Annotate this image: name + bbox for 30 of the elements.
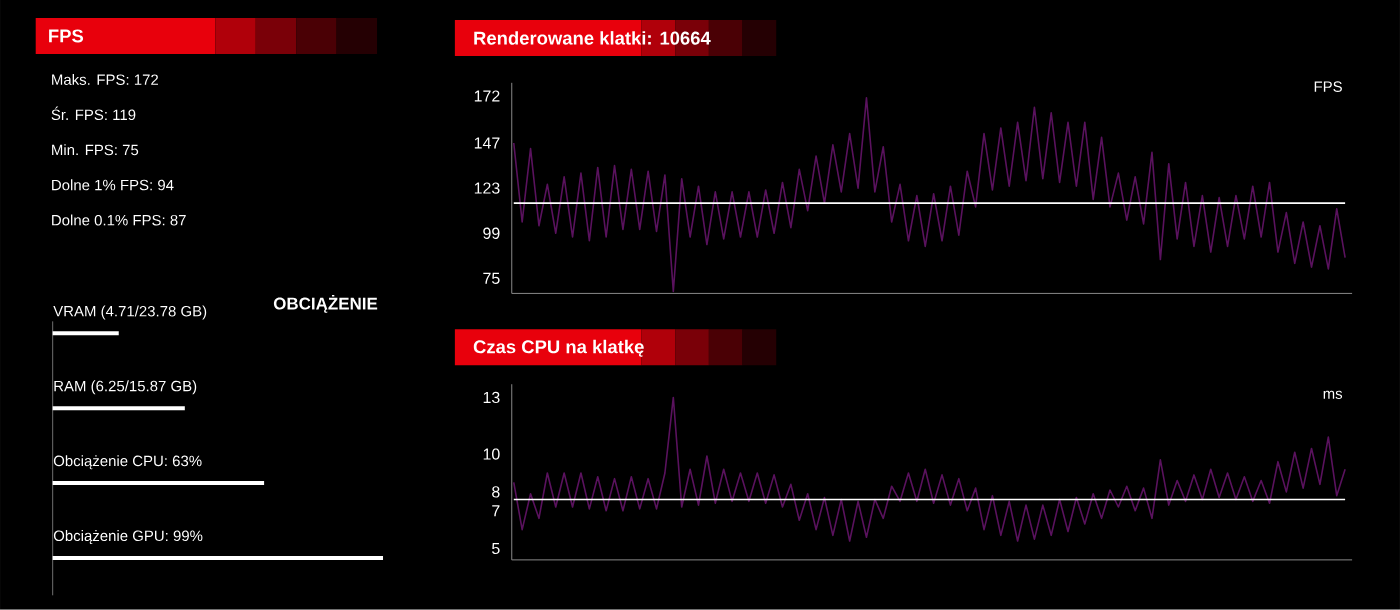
y-tick-label: 123 — [474, 182, 500, 194]
y-tick-label: Obciążenie GPU: 99% — [53, 530, 203, 545]
bar — [52, 331, 119, 336]
chart-title: OBCIĄŻENIE — [273, 295, 378, 313]
y-tick-label: 10 — [483, 448, 500, 460]
chart-title: Czas CPU na klatkę — [473, 339, 644, 357]
y-tick-label: 7 — [492, 505, 500, 517]
y-tick-label: 13 — [483, 391, 500, 404]
y-tick-label: RAM (6.25/15.87 GB) — [54, 380, 197, 395]
chart-title: Renderowane klatki: 10664 — [474, 31, 711, 45]
y-tick-label: 147 — [474, 137, 500, 149]
y-tick-label: 5 — [492, 543, 500, 555]
y-axis-title: FPS — [1314, 81, 1342, 93]
bar — [52, 481, 265, 486]
y-tick-label: Obciążenie CPU: 63% — [53, 455, 202, 470]
text: Śr. FPS: 119 — [51, 106, 136, 121]
bar — [52, 406, 185, 411]
bar — [52, 556, 384, 560]
text: Min. FPS: 75 — [52, 144, 139, 156]
y-tick-label: 8 — [492, 486, 500, 498]
y-axis-title: ms — [1323, 390, 1343, 400]
text: FPS — [49, 29, 84, 43]
y-tick-label: 99 — [483, 227, 500, 240]
y-tick-label: VRAM (4.71/23.78 GB) — [53, 305, 207, 320]
text: Dolne 1% FPS: 94 — [52, 179, 174, 191]
y-tick-label: 75 — [483, 272, 500, 285]
y-tick-label: 172 — [474, 90, 500, 102]
line-series — [512, 97, 1346, 293]
text: Maks. FPS: 172 — [52, 74, 159, 86]
text: Dolne 0.1% FPS: 87 — [52, 214, 186, 226]
